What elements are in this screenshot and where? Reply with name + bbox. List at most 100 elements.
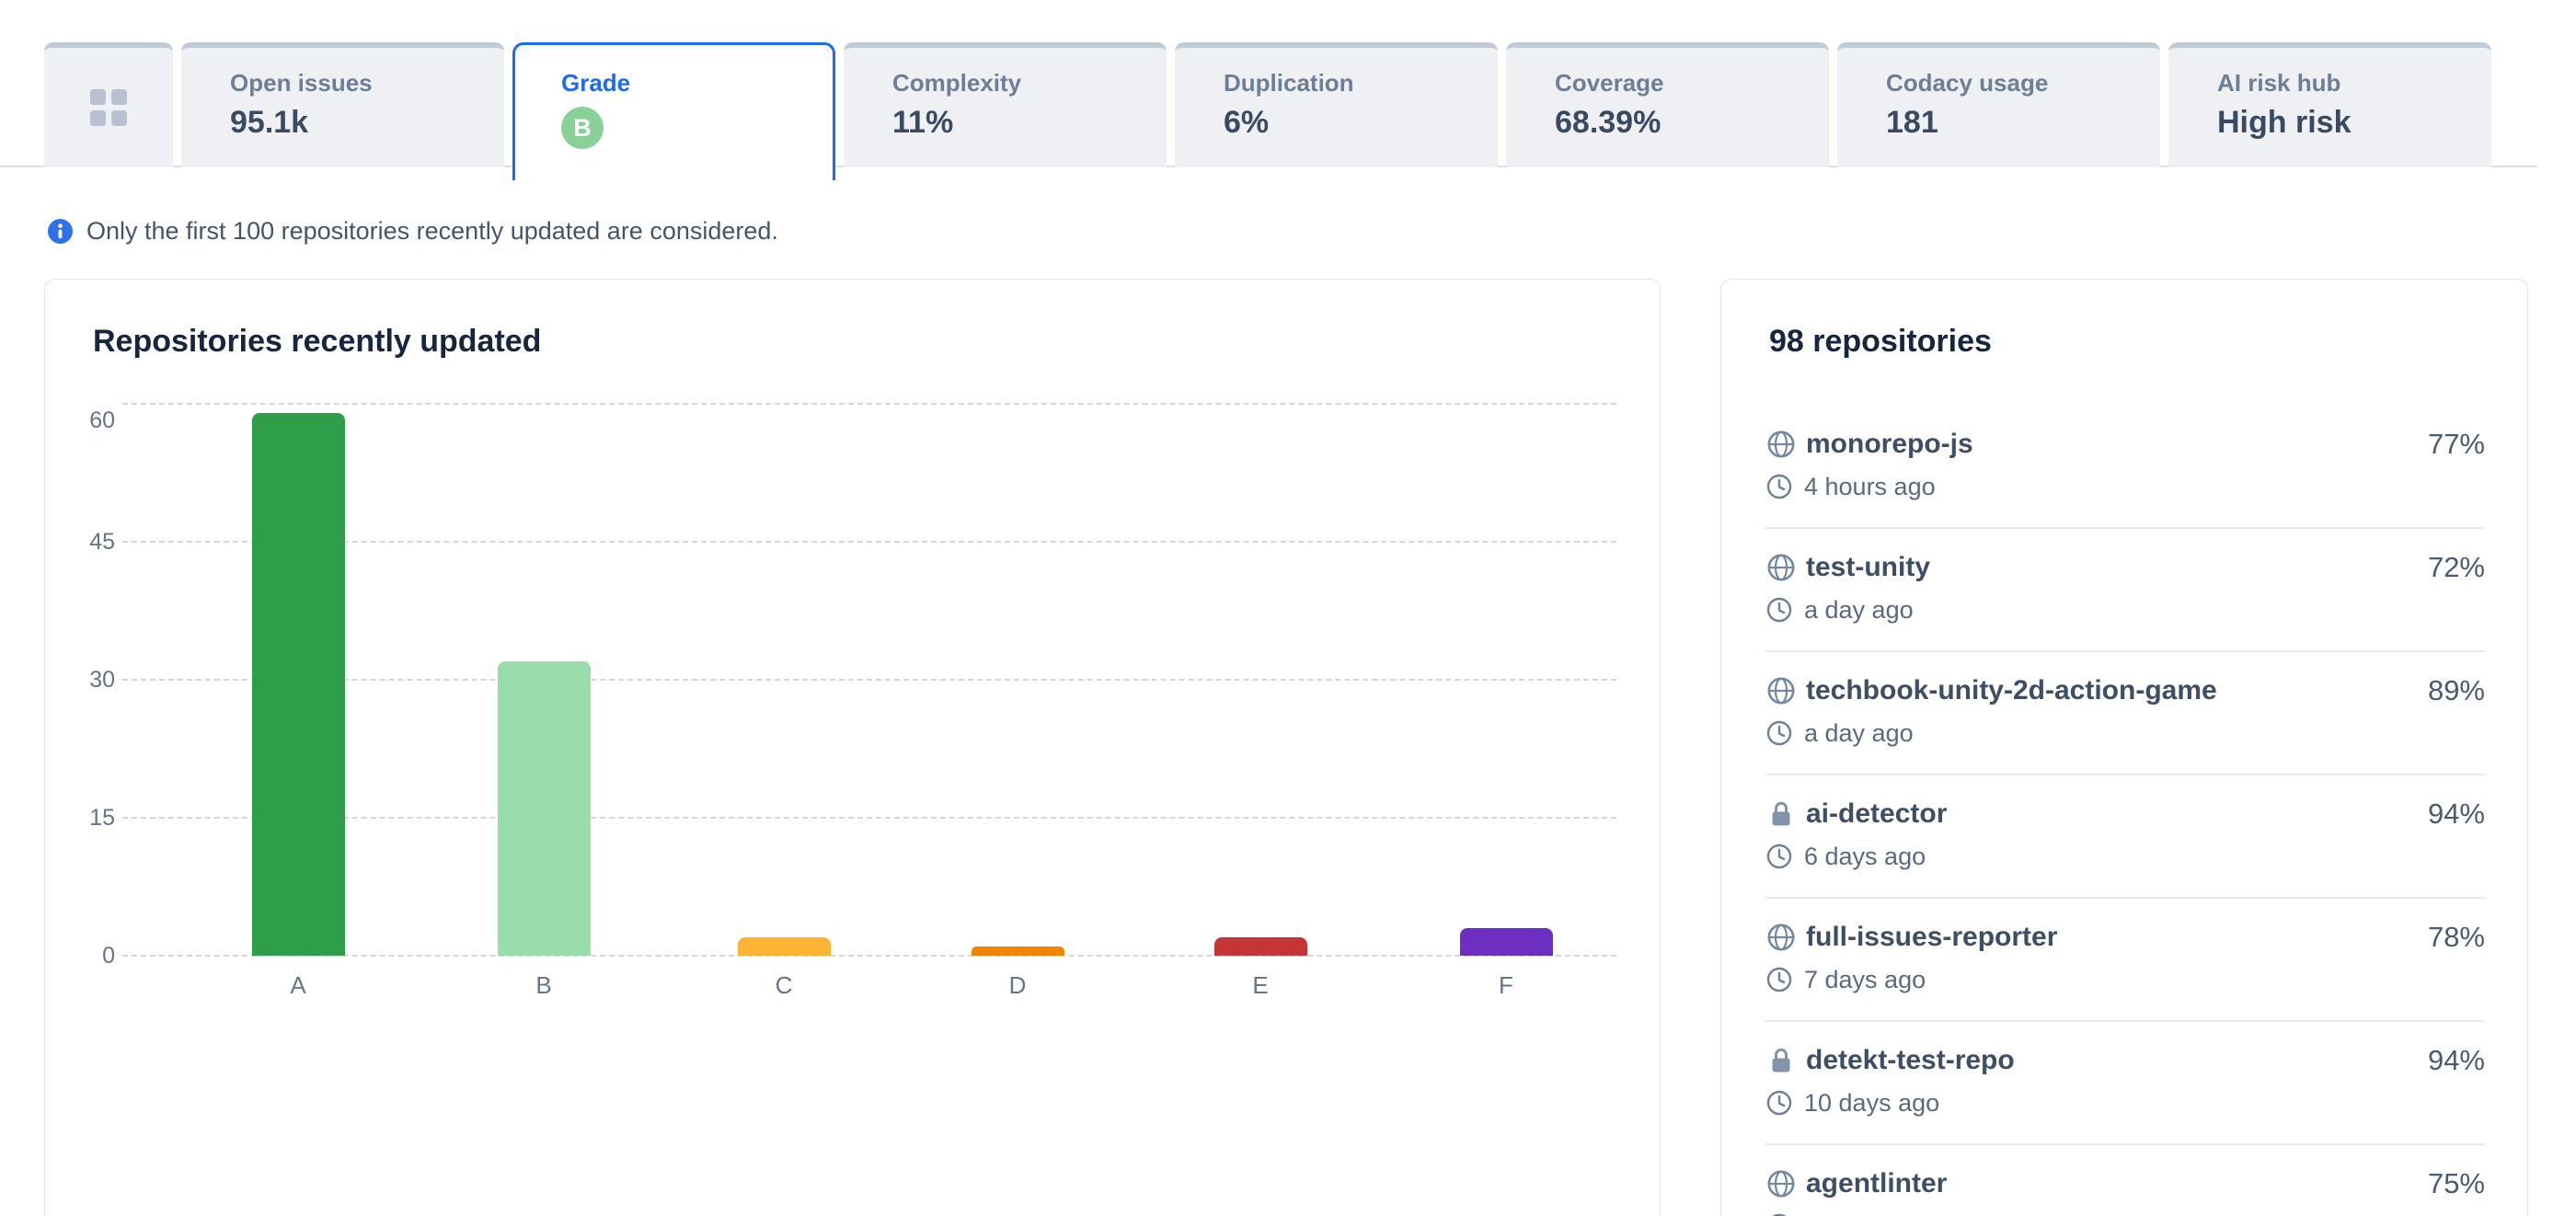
grade-bar-F[interactable]	[1459, 928, 1553, 956]
repo-updated: 7 days ago	[1804, 965, 1926, 993]
repo-name-link[interactable]: techbook-unity-2d-action-game	[1806, 675, 2217, 706]
repo-score: 77%	[2427, 428, 2485, 460]
row-divider	[1765, 774, 2485, 775]
tab-complexity[interactable]: Complexity 11%	[844, 42, 1167, 167]
lock-icon	[1765, 798, 1806, 830]
repo-name-link[interactable]: detekt-test-repo	[1806, 1045, 2015, 1075]
tab-codacy-usage[interactable]: Codacy usage 181	[1837, 42, 2160, 167]
globe-icon	[1765, 552, 1806, 583]
tab-value: 181	[1886, 105, 1938, 140]
tab-grade[interactable]: Grade B	[512, 42, 835, 180]
repo-score: 94%	[2427, 1044, 2485, 1076]
row-divider	[1765, 1020, 2485, 1022]
repositories-card-title: 98 repositories	[1769, 324, 1992, 359]
x-axis-tick-label: B	[535, 971, 552, 999]
y-axis-tick-label: 30	[89, 667, 115, 693]
lock-icon	[1765, 1045, 1806, 1076]
y-axis-tick-label: 45	[89, 529, 115, 555]
tab-value: 6%	[1224, 105, 1270, 140]
grade-bar-B[interactable]	[497, 661, 591, 956]
y-axis-tick-label: 60	[89, 407, 115, 433]
clock-icon	[1765, 473, 1804, 500]
tab-value: 68.39%	[1555, 105, 1662, 140]
y-axis-tick-label: 0	[102, 943, 115, 969]
grade-bar-E[interactable]	[1213, 937, 1307, 956]
y-axis-tick-label: 15	[89, 805, 115, 831]
repo-score: 72%	[2427, 551, 2485, 583]
clock-icon	[1765, 719, 1804, 747]
metric-tabbar: Open issues 95.1k Grade B Complexity 11%…	[44, 42, 2491, 180]
repo-updated: 4 hours ago	[1804, 472, 1936, 500]
clock-icon	[1765, 596, 1804, 624]
clock-icon	[1765, 966, 1804, 993]
grade-bar-C[interactable]	[737, 937, 831, 956]
info-banner-text: Only the first 100 repositories recently…	[86, 217, 778, 245]
globe-icon	[1765, 922, 1806, 953]
globe-icon	[1765, 1168, 1806, 1199]
grade-chart: 0 15 30 45 60 A B C D E F	[45, 280, 1660, 1216]
repo-name-link[interactable]: test-unity	[1806, 552, 1930, 582]
repo-row[interactable]: techbook-unity-2d-action-game 89% a day …	[1765, 668, 2485, 756]
tab-label: AI risk hub	[2217, 69, 2341, 97]
repo-name-link[interactable]: monorepo-js	[1806, 429, 1973, 459]
grade-bar-A[interactable]	[251, 413, 345, 956]
repo-updated: a day ago	[1804, 595, 1914, 624]
globe-icon	[1765, 675, 1806, 706]
repo-row[interactable]: agentlinter 75%	[1765, 1161, 2485, 1216]
grade-badge: B	[561, 107, 604, 149]
globe-icon	[1765, 429, 1806, 460]
tab-value: 95.1k	[230, 105, 309, 140]
tab-label: Coverage	[1555, 69, 1664, 97]
repo-row[interactable]: full-issues-reporter 78% 7 days ago	[1765, 914, 2485, 1003]
x-axis-tick-label: E	[1252, 971, 1269, 999]
row-divider	[1765, 527, 2485, 529]
chart-gridline	[122, 817, 1616, 819]
x-axis-tick-label: C	[775, 971, 793, 999]
tab-label: Open issues	[230, 69, 373, 97]
clock-icon	[1765, 1089, 1804, 1117]
chart-card-title: Repositories recently updated	[93, 324, 542, 359]
row-divider	[1765, 897, 2485, 899]
x-axis-tick-label: D	[1008, 971, 1027, 999]
tab-value: High risk	[2217, 105, 2352, 140]
tab-overview-grid[interactable]	[44, 42, 173, 167]
repo-score: 78%	[2427, 921, 2485, 953]
repo-row[interactable]: detekt-test-repo 94% 10 days ago	[1765, 1038, 2485, 1126]
tab-label: Complexity	[892, 69, 1022, 97]
tab-coverage[interactable]: Coverage 68.39%	[1506, 42, 1829, 167]
info-icon	[48, 219, 73, 244]
repo-updated: 6 days ago	[1804, 842, 1926, 870]
tab-open-issues[interactable]: Open issues 95.1k	[181, 42, 504, 167]
repo-row[interactable]: ai-detector 94% 6 days ago	[1765, 791, 2485, 879]
row-divider	[1765, 1143, 2485, 1145]
x-axis-tick-label: F	[1499, 971, 1513, 999]
row-divider	[1765, 650, 2485, 652]
info-banner: Only the first 100 repositories recently…	[48, 217, 778, 246]
repo-name-link[interactable]: agentlinter	[1806, 1168, 1948, 1199]
repo-score: 94%	[2427, 797, 2485, 830]
repo-name-link[interactable]: ai-detector	[1806, 798, 1948, 829]
repositories-card: 98 repositories monorepo-js 77% 4 hours …	[1720, 279, 2528, 1216]
chart-gridline	[122, 541, 1616, 543]
tab-ai-risk-hub[interactable]: AI risk hub High risk	[2168, 42, 2491, 167]
repo-score: 89%	[2427, 674, 2485, 706]
tab-label: Duplication	[1224, 69, 1354, 97]
grid-icon	[90, 89, 127, 126]
repo-name-link[interactable]: full-issues-reporter	[1806, 922, 2058, 952]
clock-icon	[1765, 1212, 1804, 1216]
tab-label: Codacy usage	[1886, 69, 2049, 97]
chart-gridline	[122, 955, 1616, 957]
clock-icon	[1765, 843, 1804, 870]
tab-duplication[interactable]: Duplication 6%	[1175, 42, 1498, 167]
grade-bar-D[interactable]	[971, 946, 1064, 956]
tab-value: 11%	[892, 105, 954, 140]
tab-label: Grade	[561, 69, 631, 97]
chart-gridline	[122, 679, 1616, 681]
chart-card: Repositories recently updated 0 15 30 45 60 A…	[44, 279, 1661, 1216]
repo-updated: a day ago	[1804, 718, 1914, 747]
repo-row[interactable]: test-unity 72% a day ago	[1765, 545, 2485, 633]
repo-updated: 10 days ago	[1804, 1088, 1940, 1117]
repo-row[interactable]: monorepo-js 77% 4 hours ago	[1765, 421, 2485, 510]
chart-gridline	[122, 403, 1616, 405]
